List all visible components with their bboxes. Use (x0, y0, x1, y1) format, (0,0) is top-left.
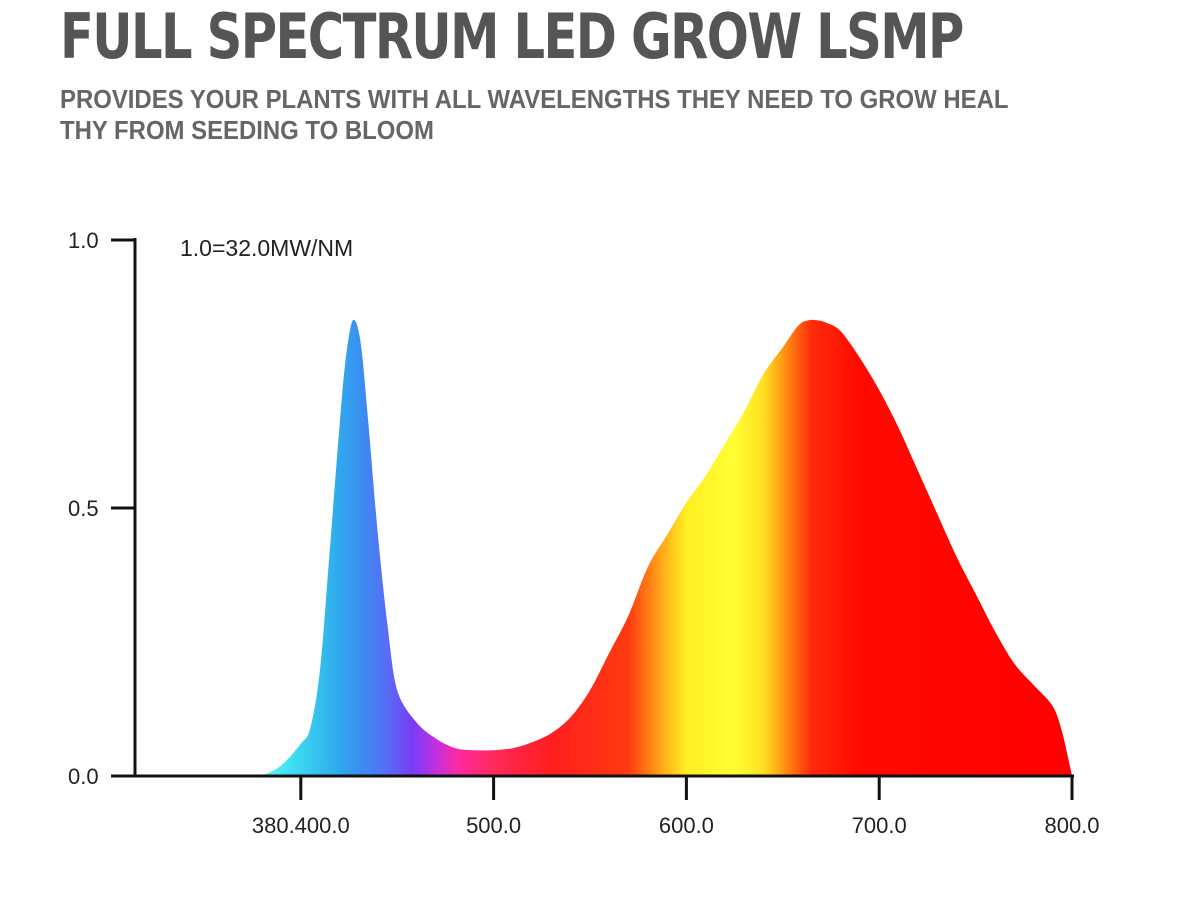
plot-area (262, 319, 1072, 776)
x-tick-label-0: 380.400.0 (252, 813, 350, 838)
page-subtitle: PROVIDES YOUR PLANTS WITH ALL WAVELENGTH… (60, 84, 1060, 146)
subtitle-line-2: THY FROM SEEDING TO BLOOM (60, 115, 434, 145)
x-tick-label-4: 800.0 (1044, 813, 1099, 838)
y-tick-label-1: 0.5 (68, 496, 99, 521)
y-tick-label-0: 0.0 (68, 764, 99, 789)
scale-annotation: 1.0=32.0MW/NM (180, 235, 353, 261)
y-tick-label-2: 1.0 (68, 228, 99, 253)
x-tick-label-2: 600.0 (659, 813, 714, 838)
subtitle-line-1: PROVIDES YOUR PLANTS WITH ALL WAVELENGTH… (60, 84, 1009, 114)
x-tick-label-1: 500.0 (466, 813, 521, 838)
axes: 0.0 0.5 1.0 380.400.0 500.0 600.0 700.0 800.0 (68, 228, 1100, 838)
x-tick-label-3: 700.0 (852, 813, 907, 838)
page-title: FULL SPECTRUM LED GROW LSMP (60, 0, 964, 73)
spectrum-area (262, 319, 1072, 776)
